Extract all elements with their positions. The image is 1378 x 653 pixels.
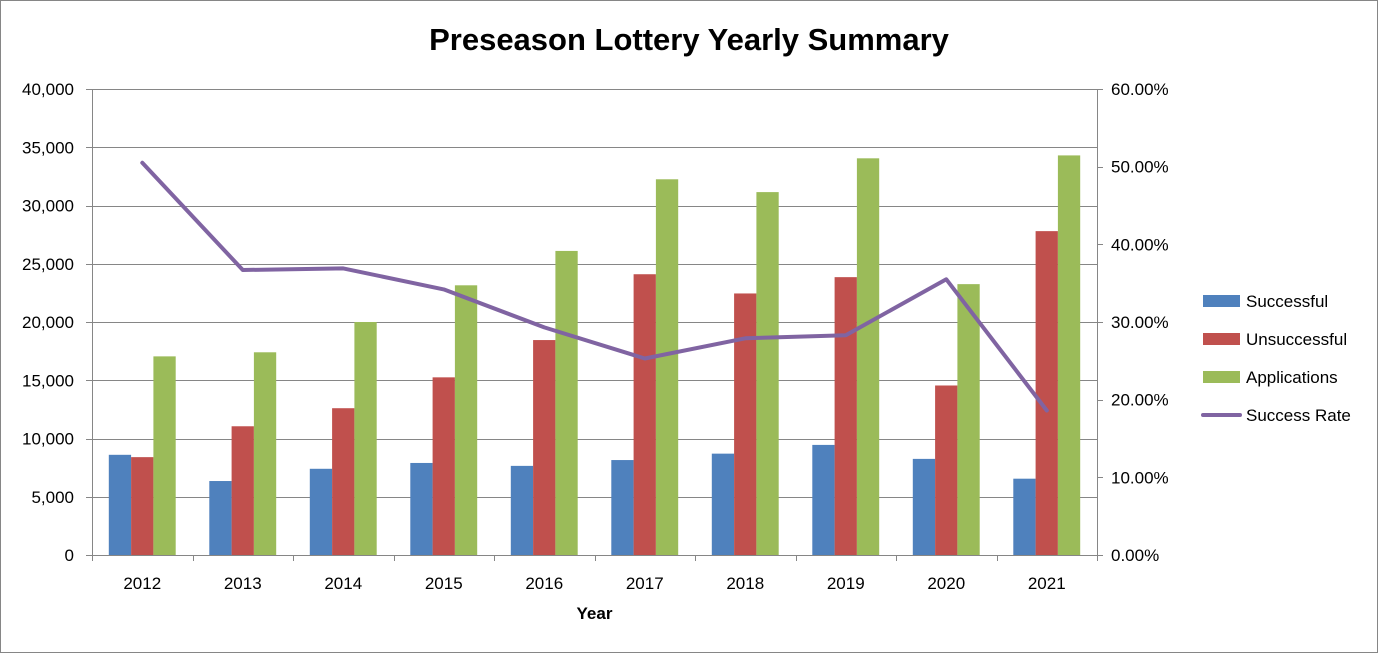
y-tick-label: 35,000 [22,138,74,157]
legend-swatch-applications [1203,371,1240,383]
line-success-rate [140,160,1049,413]
bar-applications-2018 [756,192,779,556]
bar-unsuccessful-2019 [834,277,857,555]
y-tick-label: 20,000 [22,313,74,332]
y2-tick-label: 50.00% [1111,158,1169,177]
bar-successful-2018 [711,453,735,555]
legend-label-successful: Successful [1246,292,1328,311]
bar-applications-2012 [153,356,176,555]
bar-applications-2014 [354,322,377,555]
y-axis-ticks: 0 5,000 10,000 15,000 20,000 25,000 30,000 35,0… [22,80,92,565]
bar-applications-2013 [253,352,277,555]
x-tick-label: 2015 [425,574,463,593]
y2-tick-label: 30.00% [1111,313,1169,332]
bar-unsuccessful-2017 [633,274,656,555]
y2-axis-ticks: 0.00% 10.00% 20.00% 30.00% 40.00% 50.00% 60.00… [1097,80,1169,565]
legend-swatch-successful [1203,295,1240,307]
bar-unsuccessful-2020 [935,385,958,555]
legend-label-unsuccessful: Unsuccessful [1246,330,1347,349]
bar-applications-2021 [1057,155,1081,555]
x-tick-label: 2019 [827,574,865,593]
y-tick-label: 30,000 [22,197,74,216]
x-tick-label: 2013 [224,574,262,593]
y-tick-label: 5,000 [31,488,74,507]
bar-successful-2017 [611,460,634,555]
bar-unsuccessful-2014 [332,408,355,555]
y2-tick-label: 20.00% [1111,391,1169,410]
bar-unsuccessful-2015 [432,377,455,555]
y-tick-label: 40,000 [22,80,74,99]
x-axis-title: Year [577,604,613,623]
x-tick-label: 2017 [626,574,664,593]
y2-tick-label: 10.00% [1111,468,1169,487]
x-tick-label: 2018 [726,574,764,593]
bar-applications-2017 [655,179,679,555]
bar-unsuccessful-2018 [734,293,757,555]
x-tick-label: 2021 [1028,574,1066,593]
bar-unsuccessful-2013 [231,426,254,555]
bar-successful-2012 [108,454,132,555]
x-tick-label: 2014 [324,574,362,593]
y-tick-label: 15,000 [22,371,74,390]
x-tick-label: 2016 [525,574,563,593]
legend-label-success-rate: Success Rate [1246,406,1351,425]
legend-swatch-unsuccessful [1203,333,1240,345]
legend: Successful Unsuccessful Applications Succes… [1201,292,1351,425]
bar-applications-2016 [555,250,578,555]
x-tick-label: 2012 [123,574,161,593]
x-tick-label: 2020 [927,574,965,593]
bar-successful-2020 [912,458,936,555]
y-tick-label: 0 [65,546,74,565]
bar-successful-2013 [209,481,232,555]
y2-tick-label: 0.00% [1111,546,1159,565]
bar-unsuccessful-2021 [1035,231,1058,555]
bar-applications-2020 [957,284,980,555]
bar-successful-2021 [1013,478,1036,555]
bar-successful-2019 [812,444,835,555]
bar-successful-2014 [309,468,333,555]
y2-tick-label: 60.00% [1111,80,1169,99]
bar-applications-2019 [856,158,880,555]
y2-tick-label: 40.00% [1111,235,1169,254]
bar-successful-2015 [410,462,433,555]
bar-successful-2016 [510,465,534,555]
y-tick-label: 25,000 [22,255,74,274]
lines [140,160,1049,413]
bar-unsuccessful-2016 [533,340,556,555]
bar-applications-2015 [454,285,478,555]
chart-title: Preseason Lottery Yearly Summary [429,22,949,57]
x-axis-ticks: 2012 2013 2014 2015 2016 2017 2018 2019 2020 2021 [92,555,1098,593]
y-tick-label: 10,000 [22,430,74,449]
bar-unsuccessful-2012 [131,457,154,555]
bars [108,155,1081,556]
legend-label-applications: Applications [1246,368,1338,387]
